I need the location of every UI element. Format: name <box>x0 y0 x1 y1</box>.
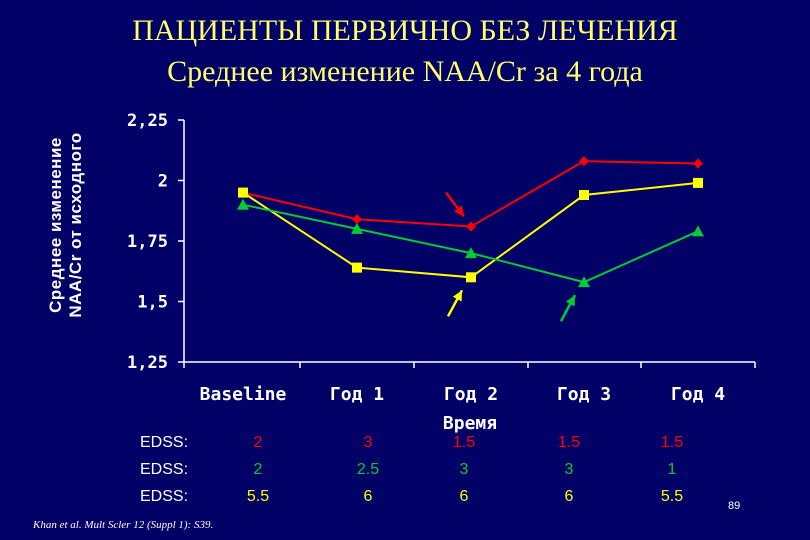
callout-arrow-head <box>565 295 575 307</box>
x-tick-label: Год 2 <box>444 384 498 405</box>
edss-row-label: EDSS: <box>140 434 189 451</box>
x-tick-label: Год 3 <box>557 384 611 405</box>
series-line <box>242 160 699 228</box>
x-axis-label: Время <box>443 413 497 434</box>
edss-value: 6 <box>363 488 373 505</box>
x-tick-label: Baseline <box>200 384 287 405</box>
callout-arrow-head <box>454 205 464 217</box>
y-tick-label: 1,5 <box>137 293 168 313</box>
edss-value: 5.5 <box>660 488 684 505</box>
data-point-triangle <box>578 276 590 288</box>
x-tick-label: Год 1 <box>330 384 384 405</box>
page-number: 89 <box>728 500 741 512</box>
data-point-triangle <box>465 247 477 259</box>
x-tick-label: Год 4 <box>671 384 725 405</box>
edss-value: 6 <box>459 488 469 505</box>
data-point-square <box>693 177 703 188</box>
data-point-triangle <box>351 222 363 234</box>
edss-value: 3 <box>564 461 574 478</box>
edss-value: 3 <box>459 461 469 478</box>
citation: Khan et al. Mult Scler 12 (Suppl 1): S39… <box>33 519 214 531</box>
data-point-square <box>579 190 589 201</box>
data-point-square <box>352 262 362 273</box>
edss-value: 6 <box>564 488 574 505</box>
y-tick-label: 2,25 <box>127 111 168 131</box>
edss-value: 2 <box>253 434 263 451</box>
data-point-diamond <box>579 156 589 167</box>
y-tick-label: 1,25 <box>127 353 168 373</box>
edss-value: 1 <box>667 461 677 478</box>
data-point-square <box>238 187 248 198</box>
data-point-diamond <box>693 158 703 169</box>
slide-title: ПАЦИЕНТЫ ПЕРВИЧНО БЕЗ ЛЕЧЕНИЯ <box>132 14 678 47</box>
edss-value: 5.5 <box>246 488 270 505</box>
edss-row-label: EDSS: <box>140 461 189 478</box>
y-tick-label: 1,75 <box>127 232 168 252</box>
edss-value: 1.5 <box>452 434 476 451</box>
data-point-diamond <box>466 221 476 232</box>
edss-value: 2.5 <box>356 461 380 478</box>
slide-subtitle: Среднее изменение NAA/Cr за 4 года <box>167 55 643 88</box>
edss-value: 2 <box>253 461 263 478</box>
edss-value: 1.5 <box>557 434 581 451</box>
callout-arrow-head <box>452 290 462 302</box>
edss-value: 3 <box>363 434 373 451</box>
data-point-square <box>466 272 476 283</box>
y-tick-label: 2 <box>158 172 168 192</box>
edss-row-label: EDSS: <box>140 488 189 505</box>
data-point-diamond <box>352 214 362 225</box>
data-point-triangle <box>692 225 704 237</box>
edss-value: 1.5 <box>660 434 684 451</box>
series-line <box>242 203 699 284</box>
data-point-triangle <box>237 198 249 210</box>
